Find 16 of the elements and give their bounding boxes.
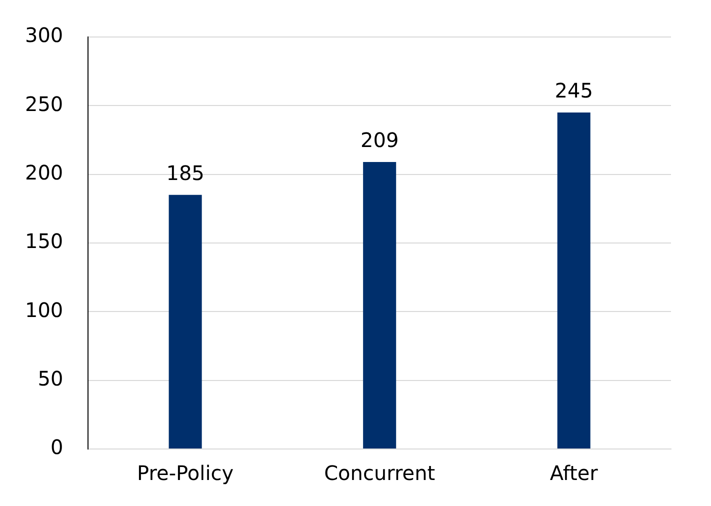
bar <box>168 194 202 448</box>
bar <box>557 112 590 448</box>
x-tick-label: After <box>550 461 599 486</box>
y-tick-label: 300 <box>24 23 64 48</box>
x-tick-label: Concurrent <box>324 461 436 486</box>
data-label: 245 <box>554 78 593 103</box>
y-tick-label: 150 <box>24 229 64 254</box>
data-label: 185 <box>166 161 204 186</box>
y-tick-label: 0 <box>50 435 64 460</box>
data-label: 209 <box>360 128 399 152</box>
y-tick-label: 200 <box>24 160 64 185</box>
y-tick-label: 250 <box>24 92 64 116</box>
x-tick-label: Pre-Policy <box>137 461 234 486</box>
y-tick-label: 50 <box>38 366 64 391</box>
bar <box>363 162 396 448</box>
y-tick-label: 100 <box>24 298 64 322</box>
